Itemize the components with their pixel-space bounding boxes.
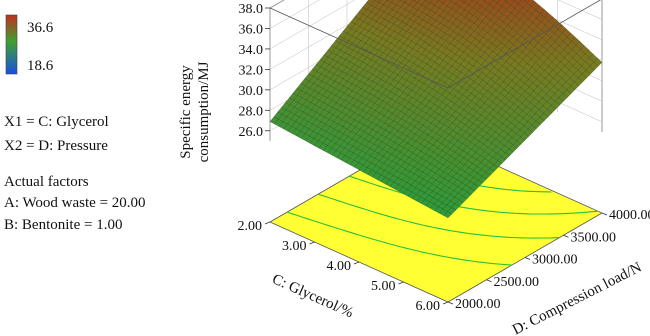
y-tick-label: 2000.00	[455, 297, 501, 312]
z-tick-label: 32.0	[239, 63, 264, 78]
y-axis-ticks: 2000.00 2500.00 3000.00 3500.00 4000.00	[447, 208, 650, 312]
y-axis-label: D: Compression load/N	[510, 259, 644, 336]
z-axis-label-line2: consumption/MJ	[196, 61, 212, 162]
factor-x1-label: X1 = C: Glycerol	[4, 114, 109, 130]
x-axis-label: C: Glycerol/%	[270, 271, 356, 321]
colorbar-min-label: 18.6	[27, 58, 54, 74]
factor-b-label: B: Bentonite = 1.00	[4, 217, 122, 233]
z-tick-label: 26.0	[239, 125, 264, 140]
y-tick-mark	[563, 234, 569, 238]
x-tick-mark	[264, 221, 271, 225]
y-tick-mark	[486, 279, 492, 283]
x-tick-mark	[442, 301, 449, 305]
z-tick-label: 28.0	[239, 104, 264, 119]
y-tick-mark	[524, 257, 531, 260]
y-tick-label: 4000.00	[609, 208, 650, 223]
floor-contour	[318, 193, 560, 239]
x-tick-label: 5.00	[371, 279, 396, 294]
surface-cell	[443, 211, 453, 219]
x-tick-label: 3.00	[282, 239, 307, 254]
y-tick-label: 3500.00	[571, 230, 617, 245]
z-tick-label: 38.0	[239, 2, 264, 17]
z-tick-label: 30.0	[239, 84, 264, 99]
z-tick-label: 36.0	[239, 22, 264, 37]
floor-contour	[286, 211, 513, 266]
factor-x2-label: X2 = D: Pressure	[4, 138, 108, 154]
y-tick-label: 2500.00	[494, 275, 540, 290]
z-tick-label: 34.0	[239, 43, 264, 58]
y-tick-label: 3000.00	[532, 253, 578, 268]
y-tick-mark	[601, 212, 608, 216]
response-surface	[269, 0, 603, 219]
x-tick-label: 4.00	[327, 259, 352, 274]
colorbar-max-label: 36.6	[27, 20, 54, 36]
factor-a-label: A: Wood waste = 20.00	[4, 195, 146, 211]
x-tick-mark	[353, 261, 360, 265]
z-axis-label-line1: Specific energy	[178, 65, 194, 159]
plot-frame-front	[269, 0, 602, 89]
z-axis-ticks: 26.0 28.0 30.0 32.0 34.0 36.0 38.0	[239, 2, 270, 140]
colorbar	[5, 14, 18, 75]
x-tick-mark	[309, 241, 315, 245]
y-tick-mark	[447, 301, 454, 305]
actual-factors-title: Actual factors	[4, 174, 89, 190]
x-tick-mark	[398, 281, 404, 285]
x-tick-label: 6.00	[416, 299, 441, 314]
x-axis-ticks: 2.00 3.00 4.00 5.00 6.00	[238, 219, 449, 314]
x-tick-label: 2.00	[238, 219, 263, 234]
frame-top-front-edge	[269, 0, 602, 89]
